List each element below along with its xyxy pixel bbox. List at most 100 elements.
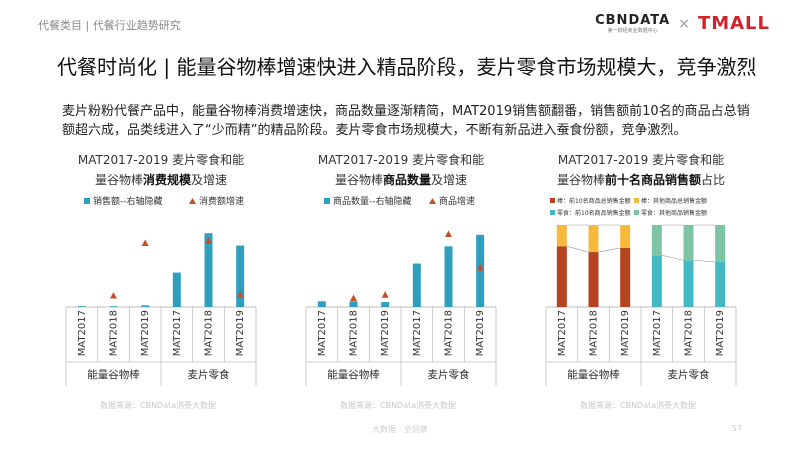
bar	[204, 233, 213, 307]
legend-label: 销售额--右轴隐藏	[93, 195, 163, 207]
cbndata-logo-subtext: 第一财经商业数据中心	[607, 27, 658, 34]
series-connector	[598, 247, 621, 253]
marker-point	[205, 237, 212, 244]
stack-segment	[715, 225, 726, 262]
page-number: 57	[731, 424, 742, 433]
x-tick-label: MAT2019	[715, 310, 726, 356]
bar	[349, 301, 358, 307]
stack-segment	[651, 255, 662, 307]
x-tick-label: MAT2019	[140, 310, 151, 356]
legend-swatch-bar	[324, 198, 330, 204]
bar	[77, 306, 86, 307]
marker-point	[141, 239, 149, 247]
legend-label: 商品数量--右轴隐藏	[333, 195, 412, 207]
chart-title: MAT2017-2019 麦片零食和能 量谷物棒前十名商品销售额占比	[536, 150, 746, 190]
legend-swatch-bar	[84, 198, 90, 204]
stack-segment	[556, 225, 567, 247]
x-tick-label: MAT2017	[77, 310, 88, 356]
stack-segment	[620, 247, 631, 307]
data-source: 数据来源：CBNData消费大数据	[100, 401, 217, 410]
legend-label: 消费额增速	[199, 195, 244, 207]
x-tick-label: MAT2017	[652, 310, 663, 356]
marker-point	[110, 292, 117, 299]
chart-product-count: MAT2017-2019 麦片零食和能 量谷物棒商品数量及增速 商品数量--右轴…	[296, 150, 506, 405]
marker-point	[445, 230, 452, 238]
x-tick-label: MAT2018	[589, 310, 600, 356]
legend-swatch-marker	[429, 198, 436, 204]
bar	[236, 245, 245, 307]
legend-label: 零食：其他商品销售金额	[641, 209, 707, 217]
breadcrumb: 代餐类目 | 代餐行业趋势研究	[38, 19, 181, 32]
chart-title: MAT2017-2019 麦片零食和能 量谷物棒消费规模及增速	[56, 150, 266, 190]
group-label: 麦片零食	[188, 368, 230, 381]
legend-label: 零食：前10名商品销售金额	[557, 209, 631, 217]
stack-segment	[715, 261, 726, 307]
legend-swatch	[634, 210, 639, 215]
x-tick-label: MAT2017	[317, 310, 328, 356]
series-connector	[566, 246, 589, 253]
data-source: 数据来源：CBNData消费大数据	[580, 401, 697, 410]
series-connector	[661, 255, 684, 261]
chart-title-line1: MAT2017-2019 麦片零食和能	[77, 153, 245, 167]
group-label: 麦片零食	[428, 368, 470, 381]
x-tick-label: MAT2018	[204, 310, 215, 356]
bar	[317, 301, 326, 307]
bar	[172, 272, 181, 307]
bar	[381, 302, 390, 307]
bar	[444, 246, 453, 307]
stack-segment	[588, 225, 599, 253]
marker-point	[236, 291, 244, 298]
stack-segment	[651, 225, 662, 256]
times-icon: ×	[678, 15, 690, 32]
cbndata-logo: CBNDATA 第一财经商业数据中心	[595, 12, 671, 34]
chart-title-line1: MAT2017-2019 麦片零食和能	[317, 153, 485, 167]
stack-segment	[588, 252, 599, 307]
x-tick-label: MAT2018	[349, 310, 360, 356]
bar	[109, 306, 118, 307]
x-tick-label: MAT2017	[412, 310, 423, 356]
stack-segment	[683, 225, 694, 261]
x-tick-label: MAT2017	[172, 310, 183, 356]
chart-svg: 销售额--右轴隐藏 消费额增速 MAT2017 MAT2018 MAT2019 MAT20…	[65, 195, 257, 386]
data-source: 数据来源：CBNData消费大数据	[340, 401, 457, 410]
stack-segment	[683, 260, 694, 307]
group-label: 能量谷物棒	[567, 368, 620, 381]
chart-title-line2: 量谷物棒消费规模及增速	[94, 173, 228, 187]
chart-title-line2: 量谷物棒前十名商品销售额占比	[556, 173, 726, 187]
marker-point	[381, 291, 389, 298]
cbndata-logo-text: CBNDATA	[595, 12, 671, 28]
stack-segment	[620, 225, 631, 248]
x-tick-label: MAT2019	[475, 310, 486, 356]
legend-swatch-marker	[189, 198, 196, 204]
chart-top10-share: MAT2017-2019 麦片零食和能 量谷物棒前十名商品销售额占比 棒：前10…	[536, 150, 746, 405]
x-tick-label: MAT2019	[235, 310, 246, 356]
x-tick-label: MAT2017	[557, 310, 568, 356]
x-tick-label: MAT2019	[620, 310, 631, 356]
footer-slogan: 大数据 · 全洞察	[372, 425, 428, 434]
bar	[141, 305, 150, 307]
chart-title-line1: MAT2017-2019 麦片零食和能	[557, 153, 725, 167]
x-tick-label: MAT2018	[109, 310, 120, 356]
series-connector	[693, 259, 716, 263]
group-label: 能量谷物棒	[327, 368, 380, 381]
bar	[412, 263, 421, 307]
legend-swatch	[550, 210, 555, 215]
legend-label: 棒：前10名商品总销售金额	[557, 197, 631, 205]
group-label: 能量谷物棒	[87, 368, 140, 381]
header-logos: CBNDATA 第一财经商业数据中心 × TMALL	[595, 13, 770, 34]
page-title: 代餐时尚化 | 能量谷物棒增速快进入精品阶段，麦片零食市场规模大，竞争激烈	[57, 55, 757, 79]
marker-point	[350, 294, 357, 301]
legend-swatch	[634, 198, 639, 203]
x-tick-label: MAT2018	[684, 310, 695, 356]
tmall-logo: TMALL	[697, 13, 770, 34]
chart-title-line2: 量谷物棒商品数量及增速	[334, 173, 468, 187]
page-description: 麦片粉粉代餐产品中，能量谷物棒消费增速快，商品数量逐渐精简，MAT2019销售额…	[62, 104, 750, 138]
bar	[476, 234, 485, 307]
group-label: 麦片零食	[668, 368, 710, 381]
legend-swatch	[550, 198, 555, 203]
marker-point	[476, 264, 484, 271]
stack-segment	[556, 246, 567, 307]
chart-svg: 商品数量--右轴隐藏 商品增速 MAT2017 MAT2018 MAT2019 MAT20…	[305, 195, 497, 386]
x-tick-label: MAT2019	[380, 310, 391, 356]
